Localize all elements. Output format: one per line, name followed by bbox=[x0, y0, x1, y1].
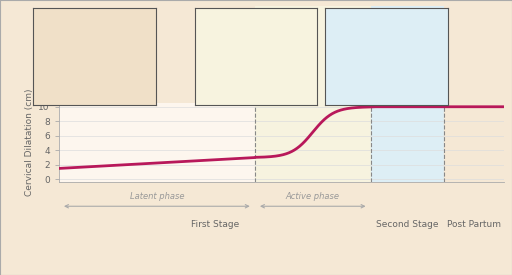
Text: Second Stage: Second Stage bbox=[376, 220, 439, 229]
Bar bbox=[371, 103, 444, 182]
Text: Active phase: Active phase bbox=[286, 192, 340, 201]
Text: First Stage: First Stage bbox=[190, 220, 239, 229]
Bar bbox=[255, 103, 371, 182]
Y-axis label: Cervical Dilatation (cm): Cervical Dilatation (cm) bbox=[25, 89, 34, 196]
Bar bbox=[444, 103, 504, 182]
Text: Latent phase: Latent phase bbox=[130, 192, 184, 201]
Text: Post Partum: Post Partum bbox=[447, 220, 501, 229]
